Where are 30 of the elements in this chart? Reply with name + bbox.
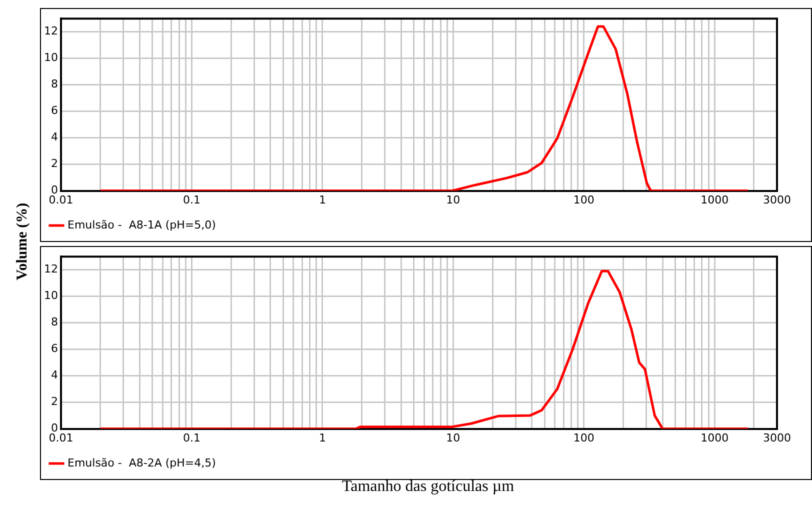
y-tick-label: 10 <box>44 289 58 302</box>
y-tick-label: 10 <box>44 51 58 64</box>
y-tick-label: 8 <box>50 78 58 91</box>
x-tick-label: 1 <box>318 431 326 444</box>
y-tick-label: 8 <box>50 316 58 329</box>
y-tick-label: 4 <box>50 130 58 144</box>
x-tick-label: 0.1 <box>182 431 200 444</box>
y-tick-label: 2 <box>50 157 58 170</box>
x-tick-label: 100 <box>573 431 594 444</box>
x-tick-label: 100 <box>573 193 594 206</box>
y-tick-label: 6 <box>50 342 58 356</box>
x-tick-label: 3000 <box>763 193 791 206</box>
x-tick-label: 1000 <box>700 431 729 444</box>
x-axis-title: Tamanho das gotículas µm <box>340 478 516 496</box>
x-tick-label: 3000 <box>763 431 791 444</box>
y-axis-title: Volume (%) <box>14 202 32 282</box>
x-tick-label: 0.01 <box>48 431 74 444</box>
legend-label: Emulsão - A8-1A (pH=5,0) <box>68 218 216 232</box>
x-tick-label: 1000 <box>700 193 729 206</box>
legend-label: Emulsão - A8-2A (pH=4,5) <box>68 456 216 470</box>
y-tick-label: 12 <box>44 24 58 38</box>
y-tick-label: 6 <box>50 104 58 118</box>
x-tick-label: 0.01 <box>48 193 74 206</box>
y-tick-label: 12 <box>44 262 58 276</box>
y-tick-label: 4 <box>50 368 58 382</box>
x-tick-label: 10 <box>446 193 460 206</box>
x-tick-label: 1 <box>318 193 326 206</box>
x-tick-label: 0.1 <box>182 193 200 206</box>
y-tick-label: 2 <box>50 395 58 408</box>
x-tick-label: 10 <box>446 431 460 444</box>
